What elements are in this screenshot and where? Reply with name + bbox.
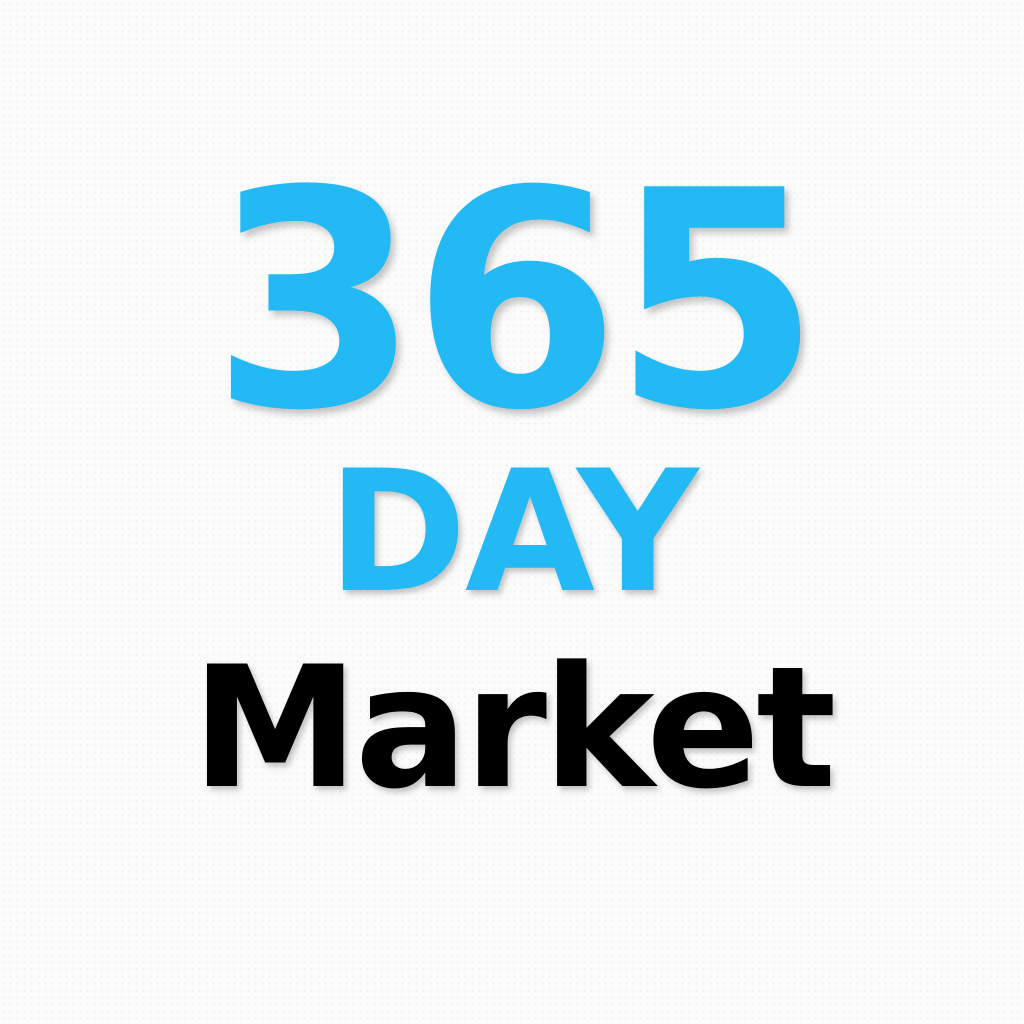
logo-market: Market <box>191 630 837 826</box>
logo-day: DAY <box>327 434 698 630</box>
logo-number: 365 <box>210 127 821 476</box>
